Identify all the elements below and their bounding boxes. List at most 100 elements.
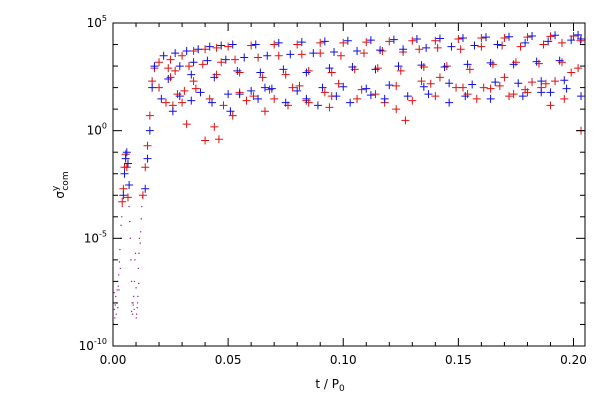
plus-marker [118,197,127,206]
plus-marker [493,40,502,49]
plus-marker [500,73,509,82]
trace-dot [114,317,116,319]
plus-marker [122,163,131,172]
plus-marker [201,45,210,54]
plus-marker [385,37,394,46]
plus-marker [433,43,442,52]
y-axis-title: σycom [51,171,71,198]
plus-marker [516,42,525,51]
plus-marker [189,77,198,86]
plus-marker [235,90,244,99]
plus-marker [505,92,514,101]
trace-dot [117,285,119,287]
plus-marker [481,33,490,42]
plus-marker [500,34,509,43]
plus-marker [392,81,401,90]
plus-marker [357,85,366,94]
plus-marker [544,37,553,46]
plus-marker [288,83,297,92]
plus-marker [394,62,403,71]
plus-marker [295,81,304,90]
plus-marker [509,60,518,69]
plus-marker [281,98,290,107]
plus-marker [376,46,385,55]
y-tick-label: 105 [87,14,107,30]
plus-marker [574,64,583,73]
plus-marker [297,50,306,59]
plus-marker [203,56,212,65]
plus-marker [408,36,417,45]
plus-marker [279,65,288,74]
plus-marker [392,105,401,114]
plus-marker [254,94,263,103]
trace-dot [132,302,134,304]
trace-dot [134,252,137,255]
trace-dot [130,259,132,261]
trace-dot [136,307,138,309]
plus-marker [217,58,226,67]
plus-marker [366,36,375,45]
plus-marker [546,101,555,110]
plus-marker [551,77,560,86]
plus-marker [228,40,237,49]
plus-marker [431,92,440,101]
trace-dot [116,289,118,291]
y-tick-label: 100 [87,122,107,138]
plus-marker [316,38,325,47]
plus-marker [555,56,564,65]
plus-marker [528,78,537,87]
series-0 [118,31,585,206]
trace-dot [140,218,143,220]
plus-marker [491,78,500,87]
trace-dot [138,282,140,285]
plus-marker [514,79,523,88]
plus-marker [212,43,221,52]
plus-marker [297,38,306,47]
plus-marker [426,79,435,88]
plus-marker [412,35,421,44]
plus-marker [401,116,410,125]
plus-marker [143,141,152,150]
plus-marker [121,154,130,163]
y-axis: 10-10 10-5 100 105 [79,14,585,353]
plus-marker [353,94,362,103]
plus-marker [546,88,555,97]
plus-marker [267,84,276,93]
x-tick-label: 0.00 [100,353,127,367]
plus-marker [157,94,166,103]
plus-marker [201,136,210,145]
plus-marker [270,40,279,49]
plus-marker [247,86,256,95]
plus-marker [440,63,449,72]
plus-marker [470,41,479,50]
plus-marker [348,63,357,72]
plus-marker [309,49,318,58]
trace-dot [137,295,139,298]
x-axis-title: t / P0 [315,377,345,394]
trace-dot [120,224,122,227]
plus-marker [562,84,571,93]
trace-dot [139,242,141,244]
trace-dot [115,295,117,298]
plus-marker [145,111,154,120]
plus-marker [125,180,134,189]
plus-marker [332,92,341,101]
plus-marker [182,47,191,56]
plus-marker [120,169,129,178]
plus-marker [518,92,527,101]
plus-marker [359,49,368,58]
plus-marker [385,81,394,90]
plus-marker [461,92,470,101]
plus-marker [557,38,566,47]
plus-marker [505,32,514,41]
trace-dot [134,259,136,261]
plus-marker [339,38,348,47]
plus-marker [447,42,456,51]
plus-marker [408,96,417,105]
plus-marker [293,86,302,95]
plus-marker [454,35,463,44]
plus-marker [263,51,272,60]
plus-marker [274,38,283,47]
plus-marker [302,94,311,103]
